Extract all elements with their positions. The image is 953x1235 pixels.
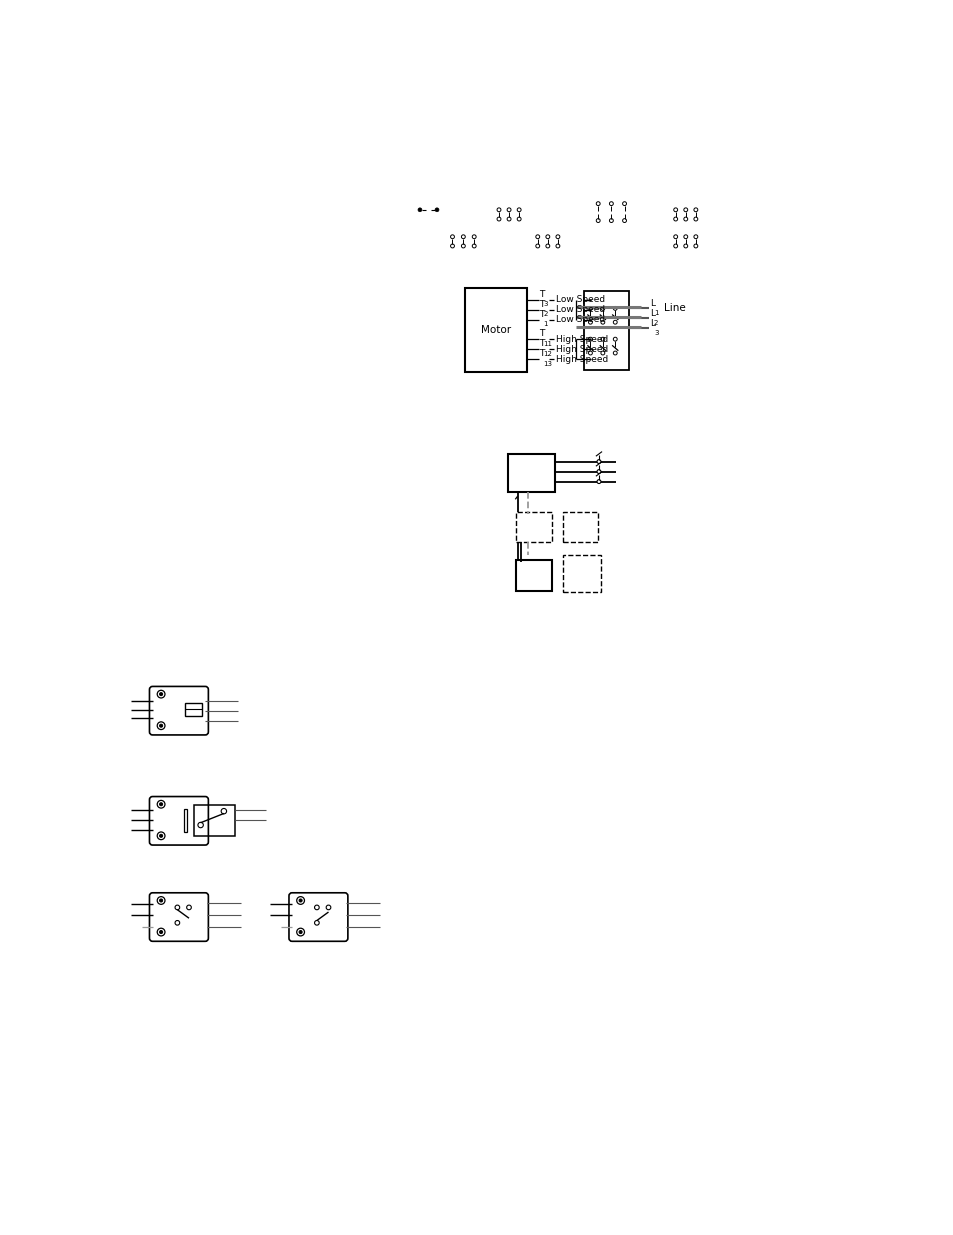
Bar	[562, 513, 598, 542]
Circle shape	[159, 724, 162, 727]
Text: L: L	[649, 319, 655, 327]
Text: 2: 2	[542, 311, 547, 317]
Text: Low Speed: Low Speed	[555, 295, 604, 304]
Text: High Speed: High Speed	[555, 345, 607, 353]
Text: T: T	[538, 350, 544, 358]
Text: 3: 3	[542, 301, 547, 308]
Text: L: L	[649, 309, 655, 317]
Text: T: T	[538, 330, 544, 338]
Circle shape	[159, 899, 162, 902]
Text: High Speed: High Speed	[555, 354, 607, 363]
Circle shape	[298, 899, 302, 902]
Circle shape	[298, 930, 302, 934]
Bar	[516, 561, 551, 592]
Text: T: T	[538, 310, 544, 319]
Text: T: T	[538, 340, 544, 348]
Bar	[562, 555, 600, 592]
Circle shape	[159, 803, 162, 805]
Circle shape	[435, 207, 438, 211]
Bar	[508, 454, 555, 493]
Circle shape	[159, 835, 162, 837]
Bar	[185, 703, 202, 716]
Bar	[464, 288, 526, 372]
Bar	[183, 809, 187, 832]
Circle shape	[159, 693, 162, 695]
Text: L: L	[649, 299, 655, 308]
Text: T: T	[538, 290, 544, 299]
Text: High Speed: High Speed	[555, 335, 607, 343]
Text: T: T	[538, 300, 544, 309]
Text: Low Speed: Low Speed	[555, 315, 604, 325]
Text: 1: 1	[542, 321, 547, 327]
Text: 12: 12	[542, 351, 552, 357]
Text: Line: Line	[663, 304, 685, 314]
Bar	[583, 291, 629, 370]
Text: Motor: Motor	[480, 325, 511, 335]
Text: 11: 11	[542, 341, 552, 347]
Text: 1: 1	[654, 310, 658, 316]
Circle shape	[159, 930, 162, 934]
Text: 3: 3	[654, 330, 658, 336]
Text: 13: 13	[542, 361, 552, 367]
Text: Low Speed: Low Speed	[555, 305, 604, 315]
Bar	[194, 805, 234, 836]
Text: 2: 2	[654, 320, 658, 326]
Circle shape	[417, 207, 421, 211]
Bar	[516, 513, 551, 542]
